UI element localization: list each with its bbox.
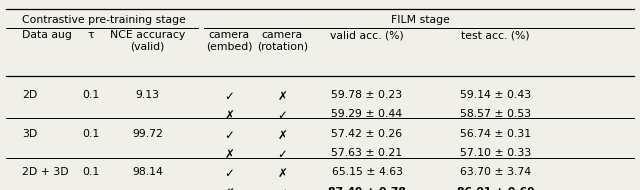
Text: camera
(rotation): camera (rotation) <box>257 30 308 52</box>
Text: valid acc. (%): valid acc. (%) <box>330 30 404 40</box>
Text: 0.1: 0.1 <box>83 167 100 177</box>
Text: 57.42 ± 0.26: 57.42 ± 0.26 <box>332 129 403 139</box>
Text: τ: τ <box>88 30 94 40</box>
Text: 9.13: 9.13 <box>136 90 159 100</box>
Text: 2D + 3D: 2D + 3D <box>22 167 68 177</box>
Text: 99.72: 99.72 <box>132 129 163 139</box>
Text: 59.78 ± 0.23: 59.78 ± 0.23 <box>332 90 403 100</box>
Text: 59.14 ± 0.43: 59.14 ± 0.43 <box>460 90 531 100</box>
Text: test acc. (%): test acc. (%) <box>461 30 530 40</box>
Text: ✓: ✓ <box>224 129 234 142</box>
Text: 65.15 ± 4.63: 65.15 ± 4.63 <box>332 167 403 177</box>
Text: 56.74 ± 0.31: 56.74 ± 0.31 <box>460 129 531 139</box>
Text: FILM stage: FILM stage <box>391 15 450 25</box>
Text: ✓: ✓ <box>224 90 234 103</box>
Text: 63.70 ± 3.74: 63.70 ± 3.74 <box>460 167 531 177</box>
Text: ✓: ✓ <box>224 167 234 180</box>
Text: 58.57 ± 0.53: 58.57 ± 0.53 <box>460 109 531 119</box>
Text: Contrastive pre-training stage: Contrastive pre-training stage <box>22 15 186 25</box>
Text: ✗: ✗ <box>277 167 287 180</box>
Text: ✗: ✗ <box>277 90 287 103</box>
Text: 57.63 ± 0.21: 57.63 ± 0.21 <box>332 148 403 158</box>
Text: ✓: ✓ <box>277 187 287 190</box>
Text: 59.29 ± 0.44: 59.29 ± 0.44 <box>332 109 403 119</box>
Text: 2D: 2D <box>22 90 37 100</box>
Text: ✓: ✓ <box>277 148 287 161</box>
Text: 0.1: 0.1 <box>83 129 100 139</box>
Text: 98.14: 98.14 <box>132 167 163 177</box>
Text: 57.10 ± 0.33: 57.10 ± 0.33 <box>460 148 531 158</box>
Text: camera
(embed): camera (embed) <box>206 30 252 52</box>
Text: ✗: ✗ <box>277 129 287 142</box>
Text: NCE accuracy
(valid): NCE accuracy (valid) <box>110 30 185 52</box>
Text: ✓: ✓ <box>277 109 287 122</box>
Text: 86.01 ± 0.69: 86.01 ± 0.69 <box>457 187 534 190</box>
Text: ✗: ✗ <box>224 148 234 161</box>
Text: Data aug: Data aug <box>22 30 72 40</box>
Text: ✗: ✗ <box>224 187 234 190</box>
Text: 3D: 3D <box>22 129 37 139</box>
Text: 87.49 ± 0.78: 87.49 ± 0.78 <box>328 187 406 190</box>
Text: 0.1: 0.1 <box>83 90 100 100</box>
Text: ✗: ✗ <box>224 109 234 122</box>
